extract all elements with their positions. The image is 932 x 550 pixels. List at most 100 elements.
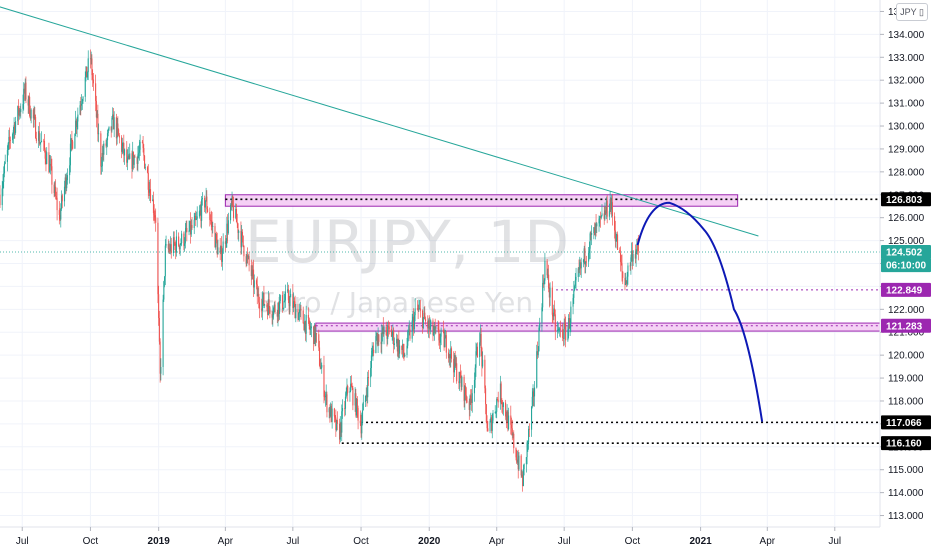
candle-body — [117, 123, 119, 130]
candle-body — [184, 243, 186, 246]
candle-body — [297, 309, 299, 320]
candle-body — [142, 142, 144, 149]
candle-body — [422, 310, 424, 328]
candle-body — [17, 106, 19, 122]
drawings[interactable] — [0, 0, 764, 422]
candle-body — [574, 285, 576, 291]
candle-body — [253, 280, 255, 288]
watermark: EURJPY, 1D Euro / Japanese Yen — [245, 208, 569, 319]
last-price-label: 124.502 — [881, 244, 931, 259]
candle-body — [232, 196, 234, 206]
candle-body — [302, 310, 304, 324]
candle-body — [216, 240, 218, 255]
candle-body — [516, 459, 519, 463]
candle-body — [552, 314, 554, 317]
candle-body — [548, 288, 550, 298]
watermark-symbol: EURJPY, 1D — [245, 208, 569, 276]
currency-badge[interactable]: JPY ▯ — [896, 3, 928, 21]
candle-body — [380, 341, 382, 345]
candle-body — [547, 274, 549, 276]
candle-body — [164, 245, 166, 277]
candle-body — [227, 223, 229, 234]
candle-body — [616, 234, 618, 241]
candle-body — [298, 309, 301, 314]
candle-body — [242, 235, 244, 246]
candle-body — [155, 217, 157, 223]
countdown-label-text: 06:10:00 — [886, 261, 926, 272]
candle-body — [330, 406, 332, 422]
candle-body — [34, 114, 36, 118]
candle-body — [87, 58, 89, 73]
candle-body — [29, 96, 31, 116]
candle-body — [294, 301, 296, 319]
candle-body — [136, 157, 138, 164]
candle-body — [506, 412, 508, 422]
candle-body — [584, 248, 586, 265]
candle-body — [110, 126, 112, 131]
candle-body — [250, 265, 252, 277]
candle-body — [625, 280, 628, 284]
candle-body — [582, 259, 585, 263]
candle-body — [408, 329, 410, 332]
candle-body — [307, 314, 309, 319]
candle-body — [39, 142, 41, 144]
candle-body — [72, 141, 74, 149]
time-tick-label: Apr — [218, 536, 234, 547]
candle-body — [526, 442, 528, 458]
candle-body — [148, 189, 150, 193]
candle-body — [598, 218, 600, 224]
candle-body — [252, 269, 254, 271]
candle-body — [40, 140, 43, 142]
candle-body — [23, 88, 26, 94]
candle-body — [476, 346, 478, 358]
candle-body — [272, 315, 274, 318]
time-tick-label: Jul — [16, 536, 29, 547]
candle-body — [461, 376, 463, 387]
candle-body — [590, 233, 592, 235]
candle-body — [559, 328, 562, 330]
candle-body — [568, 318, 570, 330]
candle-body — [107, 129, 109, 134]
candle-body — [168, 248, 170, 250]
horizontal-levels[interactable] — [0, 198, 880, 444]
candle-body — [336, 419, 338, 431]
candle-body — [532, 391, 534, 397]
candle-body — [191, 225, 193, 229]
trendline — [0, 6, 759, 237]
time-tick-label: Jul — [286, 536, 299, 547]
candle-body — [522, 469, 524, 487]
candle-body — [583, 248, 585, 260]
candle-body — [373, 349, 375, 354]
time-axis[interactable]: Jul Oct 2019 Apr Jul Oct 2020 Apr Jul Oct 2021 Apr J… — [0, 526, 932, 550]
time-tick-label: Oct — [353, 536, 369, 547]
candle-body — [444, 338, 446, 348]
candle-body — [562, 337, 564, 339]
candle-body — [635, 251, 637, 259]
candle-body — [350, 383, 352, 392]
candle-body — [9, 139, 11, 141]
candle-body — [471, 393, 473, 403]
candle-body — [575, 276, 577, 281]
price-tick-label: 118.000 — [888, 396, 924, 407]
candle-body — [188, 230, 190, 233]
candle-body — [283, 301, 285, 309]
candle-body — [474, 367, 476, 380]
candle-body — [273, 308, 275, 316]
candle-body — [207, 209, 209, 213]
candle-body — [445, 335, 447, 353]
candle-body — [539, 323, 541, 328]
candle-body — [335, 417, 337, 431]
candle-body — [289, 297, 291, 307]
candle-body — [591, 233, 593, 235]
candle-body — [627, 265, 629, 277]
candle-body — [84, 77, 86, 97]
candle-body — [251, 269, 253, 277]
candle-body — [152, 199, 155, 213]
candle-body — [449, 354, 451, 358]
candle-body — [144, 167, 146, 169]
candle-body — [378, 334, 380, 342]
candle-body — [428, 320, 430, 329]
candle-body — [126, 157, 129, 163]
candle-body — [422, 317, 424, 328]
